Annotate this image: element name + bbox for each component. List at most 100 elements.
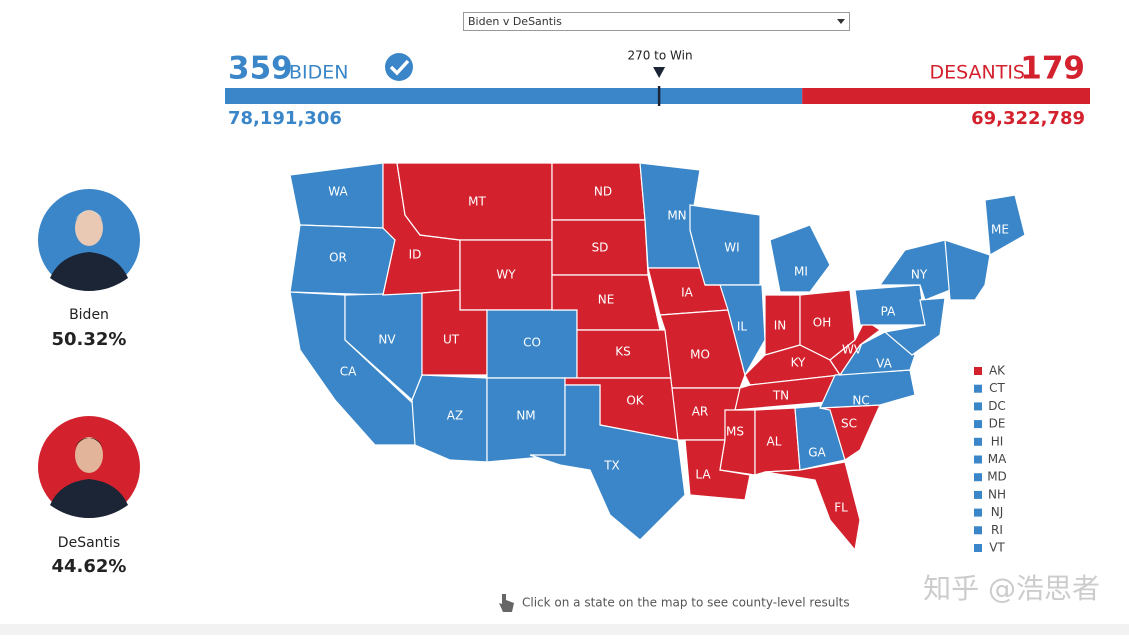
legend-label[interactable]: DC bbox=[988, 399, 1006, 413]
state-label[interactable]: TX bbox=[603, 459, 620, 473]
state-label[interactable]: WA bbox=[328, 185, 348, 199]
state-label[interactable]: SC bbox=[841, 417, 857, 431]
legend-swatch[interactable] bbox=[974, 420, 982, 429]
legend-label[interactable]: DE bbox=[989, 417, 1006, 431]
state-label[interactable]: WY bbox=[496, 268, 516, 282]
state[interactable]: TN bbox=[734, 374, 851, 411]
state-label[interactable]: WI bbox=[724, 241, 739, 255]
legend-label[interactable]: AK bbox=[989, 364, 1006, 378]
dropdown-value[interactable]: Biden v DeSantis bbox=[468, 15, 562, 28]
state[interactable]: KS bbox=[576, 329, 673, 379]
state[interactable]: FL bbox=[764, 461, 861, 552]
watermark: 知乎 @浩思者 bbox=[923, 572, 1100, 605]
state-label[interactable]: AR bbox=[692, 405, 709, 419]
photo-suit bbox=[50, 252, 128, 291]
state[interactable]: OR bbox=[289, 224, 396, 296]
state[interactable]: NE bbox=[551, 274, 661, 331]
state[interactable]: AZ bbox=[411, 374, 488, 463]
state[interactable]: MS bbox=[719, 409, 756, 476]
state[interactable]: AR bbox=[671, 387, 741, 441]
legend-swatch[interactable] bbox=[974, 473, 982, 482]
state-label[interactable]: SD bbox=[592, 241, 609, 255]
legend-label[interactable]: HI bbox=[991, 434, 1004, 448]
state-label[interactable]: MO bbox=[690, 348, 710, 362]
state-shape[interactable] bbox=[984, 194, 1026, 256]
legend-swatch[interactable] bbox=[974, 508, 982, 517]
legend-swatch[interactable] bbox=[974, 490, 982, 499]
state[interactable]: TX bbox=[529, 384, 686, 541]
state-label[interactable]: CA bbox=[340, 365, 357, 379]
state-label[interactable]: UT bbox=[443, 333, 460, 347]
legend-swatch[interactable] bbox=[974, 544, 982, 552]
legend-label[interactable]: MA bbox=[988, 452, 1007, 466]
state-shape[interactable] bbox=[719, 409, 756, 476]
dropdown-box[interactable] bbox=[463, 12, 850, 31]
state[interactable]: WV bbox=[829, 319, 882, 377]
state[interactable]: MT bbox=[396, 162, 553, 241]
state-label[interactable]: FL bbox=[834, 501, 848, 515]
state-label[interactable]: OK bbox=[626, 394, 644, 408]
legend-label[interactable]: NH bbox=[988, 487, 1006, 501]
state-label[interactable]: NC bbox=[852, 394, 869, 408]
state-label[interactable]: NE bbox=[598, 293, 615, 307]
legend-label[interactable]: CT bbox=[989, 381, 1005, 395]
state-label[interactable]: IA bbox=[681, 286, 694, 300]
state[interactable]: WA bbox=[289, 162, 384, 229]
state-label[interactable]: KY bbox=[791, 356, 806, 370]
state[interactable]: ME bbox=[984, 194, 1026, 256]
state-label[interactable]: WV bbox=[842, 343, 863, 357]
legend-swatch[interactable] bbox=[974, 402, 982, 411]
threshold-label: 270 to Win bbox=[627, 49, 692, 63]
state-label[interactable]: NY bbox=[911, 268, 928, 282]
state-label[interactable]: ME bbox=[991, 223, 1009, 237]
legend-swatch[interactable] bbox=[974, 437, 982, 446]
state-label[interactable]: OR bbox=[329, 251, 347, 265]
legend-swatch[interactable] bbox=[974, 367, 982, 375]
state-label[interactable]: OH bbox=[813, 316, 831, 330]
state-label[interactable]: NM bbox=[516, 409, 535, 423]
state-label[interactable]: MT bbox=[468, 195, 486, 209]
dropdown-arrow[interactable] bbox=[837, 19, 845, 24]
candidate-photos bbox=[38, 189, 140, 518]
state-label[interactable]: CO bbox=[523, 336, 541, 350]
state[interactable]: MI bbox=[769, 224, 831, 293]
state-label[interactable]: IL bbox=[737, 320, 748, 334]
state-label[interactable]: MS bbox=[726, 425, 744, 439]
state-shape[interactable] bbox=[529, 384, 686, 541]
state[interactable]: WY bbox=[459, 239, 553, 311]
state-label[interactable]: IN bbox=[774, 319, 787, 333]
state[interactable]: CO bbox=[486, 309, 578, 379]
legend-swatch[interactable] bbox=[974, 384, 982, 393]
legend-swatch[interactable] bbox=[974, 526, 982, 535]
state-shape[interactable] bbox=[829, 319, 882, 377]
state-label[interactable]: MN bbox=[667, 209, 686, 223]
state[interactable]: NC bbox=[819, 369, 916, 409]
state-label[interactable]: VA bbox=[876, 357, 892, 371]
legend-swatch[interactable] bbox=[974, 455, 982, 464]
state-label[interactable]: TN bbox=[772, 389, 789, 403]
state-label[interactable]: AL bbox=[767, 435, 782, 449]
photo-suit bbox=[50, 479, 128, 518]
dropdown[interactable]: Biden v DeSantis bbox=[463, 12, 850, 31]
state[interactable]: NM bbox=[486, 377, 566, 463]
legend-label[interactable]: VT bbox=[989, 541, 1005, 555]
state[interactable]: SD bbox=[551, 219, 649, 276]
state-label[interactable]: KS bbox=[615, 345, 631, 359]
state[interactable]: ND bbox=[551, 162, 646, 221]
state-shape[interactable] bbox=[764, 461, 861, 552]
state-label[interactable]: ID bbox=[409, 248, 422, 262]
legend-label[interactable]: MD bbox=[987, 470, 1007, 484]
candidate-name: DeSantis bbox=[58, 535, 120, 551]
state[interactable]: AL bbox=[754, 407, 801, 476]
legend-label[interactable]: RI bbox=[991, 523, 1003, 537]
legend-label[interactable]: NJ bbox=[991, 505, 1004, 519]
state-label[interactable]: ND bbox=[594, 185, 612, 199]
state-label[interactable]: LA bbox=[695, 468, 711, 482]
state-label[interactable]: GA bbox=[808, 446, 826, 460]
state-label[interactable]: AZ bbox=[447, 409, 463, 423]
state-label[interactable]: MI bbox=[794, 265, 808, 279]
state-shape[interactable] bbox=[769, 224, 831, 293]
state-label[interactable]: NV bbox=[378, 333, 396, 347]
state-label[interactable]: PA bbox=[881, 305, 896, 319]
state[interactable]: PA bbox=[854, 284, 926, 326]
